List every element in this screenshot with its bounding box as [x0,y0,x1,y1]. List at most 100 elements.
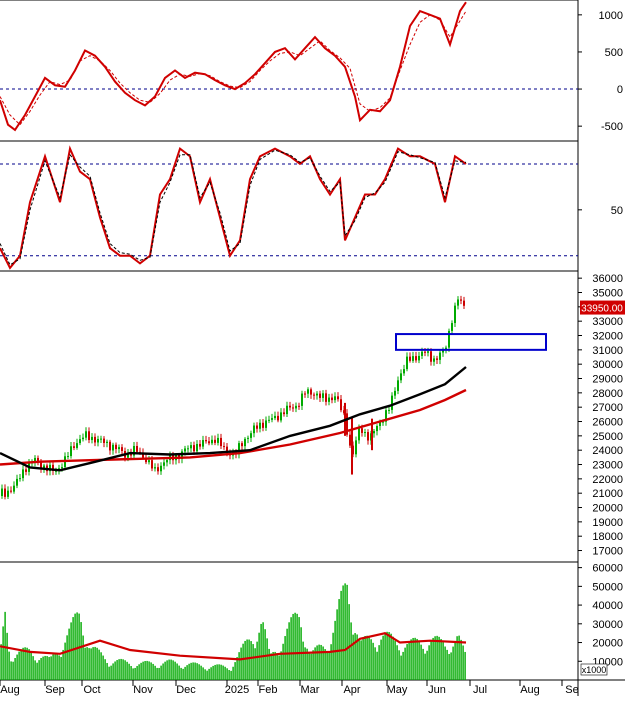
x-tick-label: Se [565,684,578,696]
volume-bar [176,663,178,680]
candle-body [415,356,417,361]
y-tick-label: 25000 [592,431,623,443]
volume-bar [436,635,438,680]
volume-bar [378,645,380,680]
volume-bar [186,665,188,680]
volume-bar [390,633,392,680]
candle-body [154,467,156,469]
y-tick-label: 29000 [592,374,623,386]
candle-body [97,438,99,443]
candle-body [109,441,111,451]
volume-bar [134,667,136,680]
volume-bar [0,644,2,680]
volume-bar [360,640,362,680]
candle-body [412,356,414,361]
volume-bar [252,644,254,680]
candle-body [226,446,228,453]
volume-bar [264,629,266,680]
volume-bar [130,665,132,680]
candle-body [37,457,39,462]
candle-body [157,467,159,472]
candle-body [85,431,87,438]
candle-body [376,425,378,432]
volume-bar [262,622,264,680]
volume-bar [124,660,126,680]
x-tick-label: 2025 [225,684,249,696]
volume-bar [324,649,326,680]
volume-bar [238,652,240,680]
volume-bar [172,660,174,680]
volume-bar [348,604,350,680]
volume-bar [266,638,268,680]
price-ma-long-line [0,388,467,466]
candle-body [421,351,423,356]
volume-bar [84,647,86,680]
volume-bar [426,650,428,680]
candle-body [439,352,441,360]
x-tick-label: Apr [343,684,360,696]
candle-body [358,428,360,441]
volume-bar [268,648,270,680]
oscillator-series-signal [0,10,467,126]
volume-bar [340,590,342,680]
volume-bar [200,665,202,680]
candle-body [145,457,147,463]
volume-bar [288,622,290,680]
volume-bar [102,655,104,680]
candle-body [133,445,135,456]
volume-bar [284,636,286,680]
volume-bar [110,665,112,680]
volume-bar [398,650,400,680]
volume-bar [328,652,330,680]
volume-bar [424,653,426,680]
volume-bar [234,662,236,680]
volume-bar [12,661,14,680]
candle-body [322,393,324,398]
candle-body [364,432,366,434]
candle-body [271,418,273,420]
volume-bar [448,653,450,680]
volume-bar [456,636,458,680]
candle-body [265,420,267,428]
candle-body [103,438,105,443]
volume-bar [148,661,150,680]
candle-body [190,445,192,449]
y-tick-label: 17000 [592,546,623,558]
volume-bar [382,635,384,680]
candle-body [262,422,264,428]
volume-bar [384,633,386,680]
volume-bar [42,656,44,680]
volume-bar [38,660,40,680]
volume-bar [62,649,64,680]
candle-body [238,443,240,455]
volume-bar [18,651,20,680]
volume-bar [458,635,460,680]
candle-body [418,355,420,361]
candle-body [394,390,396,396]
volume-bar [128,663,130,680]
volume-bar [320,644,322,680]
candle-body [436,358,438,360]
candle-body [13,485,15,492]
candle-body [79,439,81,444]
candle-body [199,443,201,447]
candle-body [187,448,189,450]
candle-body [409,356,411,361]
y-tick-label: 20000 [592,503,623,515]
volume-ma-line [0,632,467,661]
volume-bar [142,661,144,680]
volume-bar [246,639,248,680]
candle-body [4,488,6,497]
volume-bar [82,635,84,680]
candle-body [106,441,108,443]
volume-bar [396,645,398,680]
candle-body [373,431,375,434]
volume-bar [152,663,154,680]
y-tick-label: 30000 [592,359,623,371]
volume-bar [422,648,424,680]
candle-body [22,469,24,479]
candle-body [184,448,186,452]
volume-bar [20,649,22,680]
volume-bar [202,667,204,680]
volume-bar [24,647,26,680]
